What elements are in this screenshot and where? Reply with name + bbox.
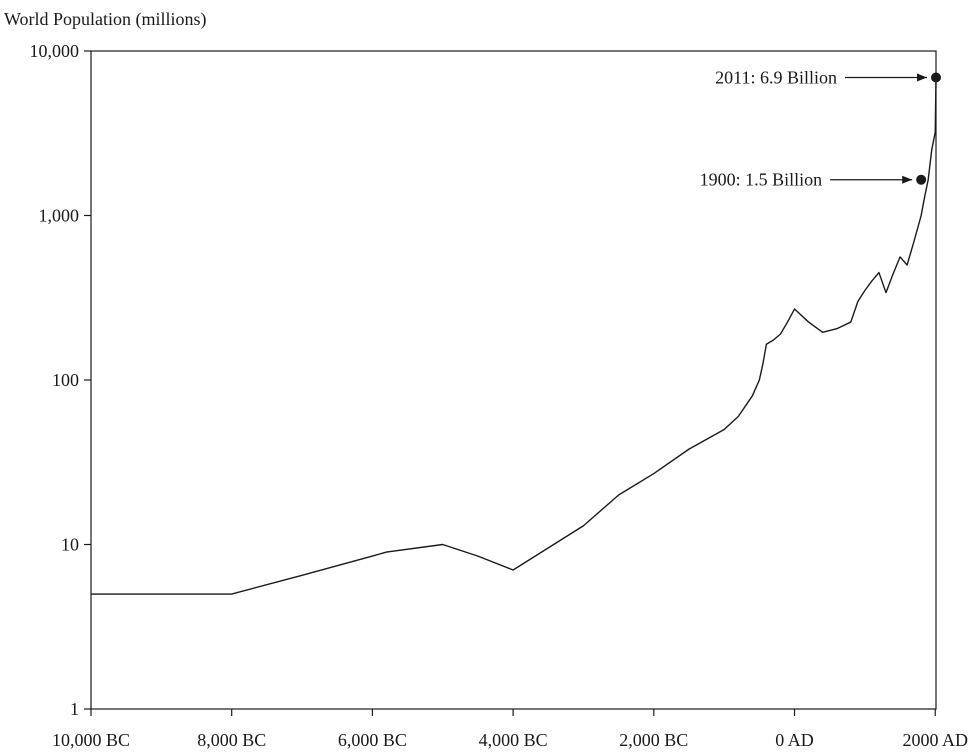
annotations: 2011: 6.9 Billion 1900: 1.5 Billion <box>700 68 941 190</box>
x-tick-label: 10,000 BC <box>52 730 130 750</box>
x-tick-label: 4,000 BC <box>479 730 548 750</box>
x-axis: 10,000 BC 8,000 BC 6,000 BC 4,000 BC 2,000 B… <box>52 709 968 750</box>
series-line <box>91 77 937 595</box>
x-tick-label: 2,000 BC <box>619 730 688 750</box>
x-tick-label: 0 AD <box>775 730 814 750</box>
y-tick-label: 1,000 <box>39 206 80 226</box>
x-tick-label: 6,000 BC <box>338 730 407 750</box>
annotation-point <box>916 174 927 185</box>
annotation-point <box>931 72 941 83</box>
annotation-label: 1900: 1.5 Billion <box>700 170 823 190</box>
y-axis: 1 10 100 1,000 10,000 <box>30 41 91 719</box>
y-tick-label: 1 <box>70 699 79 719</box>
y-tick-label: 10 <box>61 535 79 555</box>
annotation-label: 2011: 6.9 Billion <box>715 68 837 88</box>
x-tick-label: 8,000 BC <box>197 730 266 750</box>
y-axis-title: World Population (millions) <box>4 9 207 30</box>
y-tick-label: 100 <box>52 370 79 390</box>
plot-frame <box>90 50 937 710</box>
x-tick-label: 2000 AD <box>902 730 968 750</box>
y-tick-label: 10,000 <box>30 41 80 61</box>
